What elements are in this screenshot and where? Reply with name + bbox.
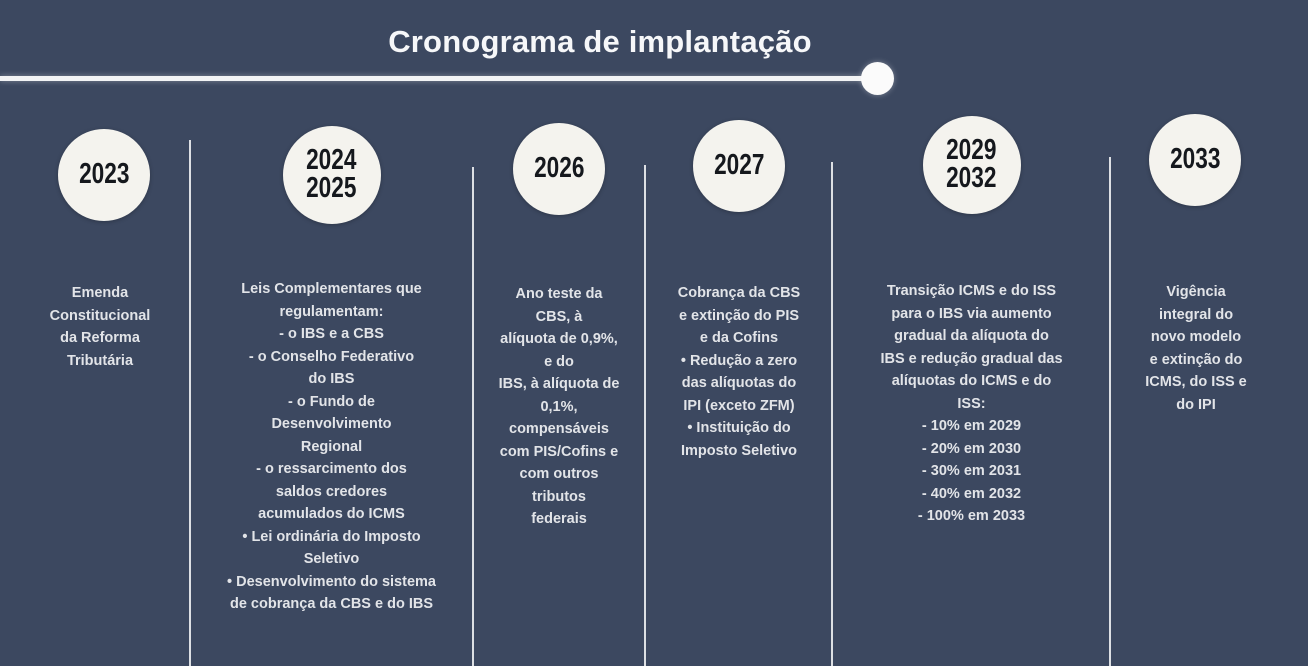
timeline-column-2027: 2027 Cobrança da CBS e extinção do PIS e d… bbox=[645, 0, 833, 666]
description-line: Leis Complementares que bbox=[241, 281, 422, 297]
year-label: 2033 bbox=[1169, 143, 1221, 176]
description-line: - 20% em 2030 bbox=[921, 440, 1022, 457]
column-description: Transição ICMS e do ISS para o IBS via au… bbox=[833, 280, 1110, 528]
column-description: Leis Complementares que regulamentam: - o … bbox=[190, 278, 473, 616]
description-line: IBS e redução gradual das bbox=[880, 350, 1063, 367]
year-label-group: 2033 bbox=[1169, 143, 1221, 176]
year-badge: 2029 2032 bbox=[922, 116, 1021, 214]
description-line: • Instituição do bbox=[687, 420, 791, 436]
description-line: e extinção do bbox=[1149, 351, 1243, 368]
timeline-column-2023: 2023 Emenda Constitucional da Reforma Tribu… bbox=[0, 0, 190, 666]
description-line: com PIS/Cofins e bbox=[499, 443, 619, 460]
description-line: do IPI bbox=[1176, 396, 1216, 413]
description-line: • Lei ordinária do Imposto bbox=[242, 528, 421, 545]
description-line: Constitucional bbox=[49, 307, 151, 324]
year-label: 2027 bbox=[713, 149, 765, 182]
description-line: ISS: bbox=[957, 395, 986, 412]
year-label-group: 2029 2032 bbox=[946, 134, 997, 194]
description-line: Ano teste da bbox=[515, 286, 603, 302]
description-line: novo modelo bbox=[1150, 329, 1242, 345]
year-label-group: 2026 bbox=[533, 152, 585, 185]
description-line: - o Conselho Federativo bbox=[248, 348, 415, 365]
year-label: 2026 bbox=[533, 152, 585, 185]
description-line: • Desenvolvimento do sistema bbox=[227, 573, 436, 590]
description-line: ICMS, do ISS e bbox=[1145, 374, 1247, 390]
column-divider bbox=[189, 140, 191, 666]
column-divider bbox=[644, 165, 646, 666]
description-line: Desenvolvimento bbox=[271, 416, 392, 432]
description-line: das alíquotas do bbox=[681, 375, 797, 391]
timeline-line bbox=[0, 76, 877, 81]
description-line: - o IBS e a CBS bbox=[279, 326, 384, 342]
description-line: • Redução a zero bbox=[680, 352, 798, 369]
description-line: Tributária bbox=[66, 352, 134, 369]
description-line: federais bbox=[531, 511, 587, 527]
timeline-column-2024-2025: 2024 2025 Leis Complementares que regulame… bbox=[190, 0, 473, 666]
description-line: saldos credores bbox=[275, 483, 388, 500]
slide-title: Cronograma de implantação bbox=[388, 24, 812, 59]
year-label-group: 2023 bbox=[78, 158, 130, 191]
description-line: Vigência bbox=[1166, 284, 1226, 300]
description-line: gradual da alíquota do bbox=[894, 328, 1049, 344]
description-line: Cobrança da CBS bbox=[677, 285, 801, 301]
year-badge: 2027 bbox=[693, 120, 785, 212]
description-line: - 100% em 2033 bbox=[917, 508, 1026, 524]
description-line: tributos bbox=[532, 488, 586, 505]
description-line: - 10% em 2029 bbox=[921, 418, 1022, 434]
column-divider bbox=[472, 167, 474, 666]
description-line: do IBS bbox=[308, 371, 355, 387]
description-line: Transição ICMS e do ISS bbox=[886, 283, 1057, 299]
column-description: Vigência integral do novo modelo e extinção… bbox=[1110, 281, 1308, 416]
column-description: Ano teste da CBS, à alíquota de 0,9%, e do I… bbox=[473, 283, 645, 531]
column-divider bbox=[1109, 157, 1111, 666]
timeline-column-2029-2032: 2029 2032 Transição ICMS e do ISS para o I… bbox=[833, 0, 1110, 666]
description-line: Imposto Seletivo bbox=[680, 442, 798, 459]
year-label-group: 2024 2025 bbox=[306, 144, 357, 204]
timeline-endpoint-dot bbox=[861, 62, 894, 95]
column-divider bbox=[831, 162, 833, 666]
description-line: alíquotas do ICMS e do bbox=[891, 373, 1052, 389]
timeline-column-2033: 2033 Vigência integral do novo modelo e ext… bbox=[1110, 0, 1308, 666]
description-line: - 30% em 2031 bbox=[921, 463, 1022, 479]
column-description: Cobrança da CBS e extinção do PIS e da Cof… bbox=[645, 282, 833, 462]
description-line: Regional bbox=[300, 438, 363, 455]
timeline-column-2026: 2026 Ano teste da CBS, à alíquota de 0,9%,… bbox=[473, 0, 645, 666]
description-line: alíquota de 0,9%, bbox=[500, 331, 618, 347]
description-line: acumulados do ICMS bbox=[258, 506, 405, 522]
year-badge: 2023 bbox=[58, 129, 150, 221]
description-line: - o Fundo de bbox=[288, 393, 375, 410]
year-label: 2025 bbox=[306, 172, 357, 204]
year-label: 2029 bbox=[946, 134, 997, 167]
description-line: - o ressarcimento dos bbox=[256, 461, 407, 477]
description-line: integral do bbox=[1158, 306, 1234, 323]
description-line: IBS, à alíquota de bbox=[498, 376, 620, 392]
description-line: Seletivo bbox=[303, 551, 360, 567]
description-line: compensáveis bbox=[509, 421, 609, 437]
description-line: IPI (exceto ZFM) bbox=[683, 397, 795, 414]
description-line: regulamentam: bbox=[279, 303, 384, 320]
description-line: CBS, à bbox=[535, 308, 583, 325]
description-line: Emenda bbox=[71, 285, 129, 301]
description-line: de cobrança da CBS e do IBS bbox=[229, 596, 434, 612]
description-line: e extinção do PIS bbox=[678, 307, 800, 324]
year-label: 2032 bbox=[946, 162, 997, 194]
year-label: 2024 bbox=[306, 144, 357, 177]
year-badge: 2033 bbox=[1149, 114, 1241, 206]
year-badge: 2024 2025 bbox=[282, 126, 381, 224]
description-line: da Reforma bbox=[60, 330, 140, 346]
description-line: - 40% em 2032 bbox=[921, 485, 1022, 502]
description-line: e do bbox=[544, 353, 574, 370]
year-badge: 2026 bbox=[513, 123, 605, 215]
description-line: e da Cofins bbox=[699, 330, 779, 346]
description-line: 0,1%, bbox=[540, 398, 578, 415]
description-line: para o IBS via aumento bbox=[891, 305, 1052, 322]
year-label-group: 2027 bbox=[713, 149, 765, 182]
description-line: com outros bbox=[519, 466, 599, 482]
column-description: Emenda Constitucional da Reforma Tributária bbox=[0, 282, 190, 372]
year-label: 2023 bbox=[78, 158, 130, 191]
